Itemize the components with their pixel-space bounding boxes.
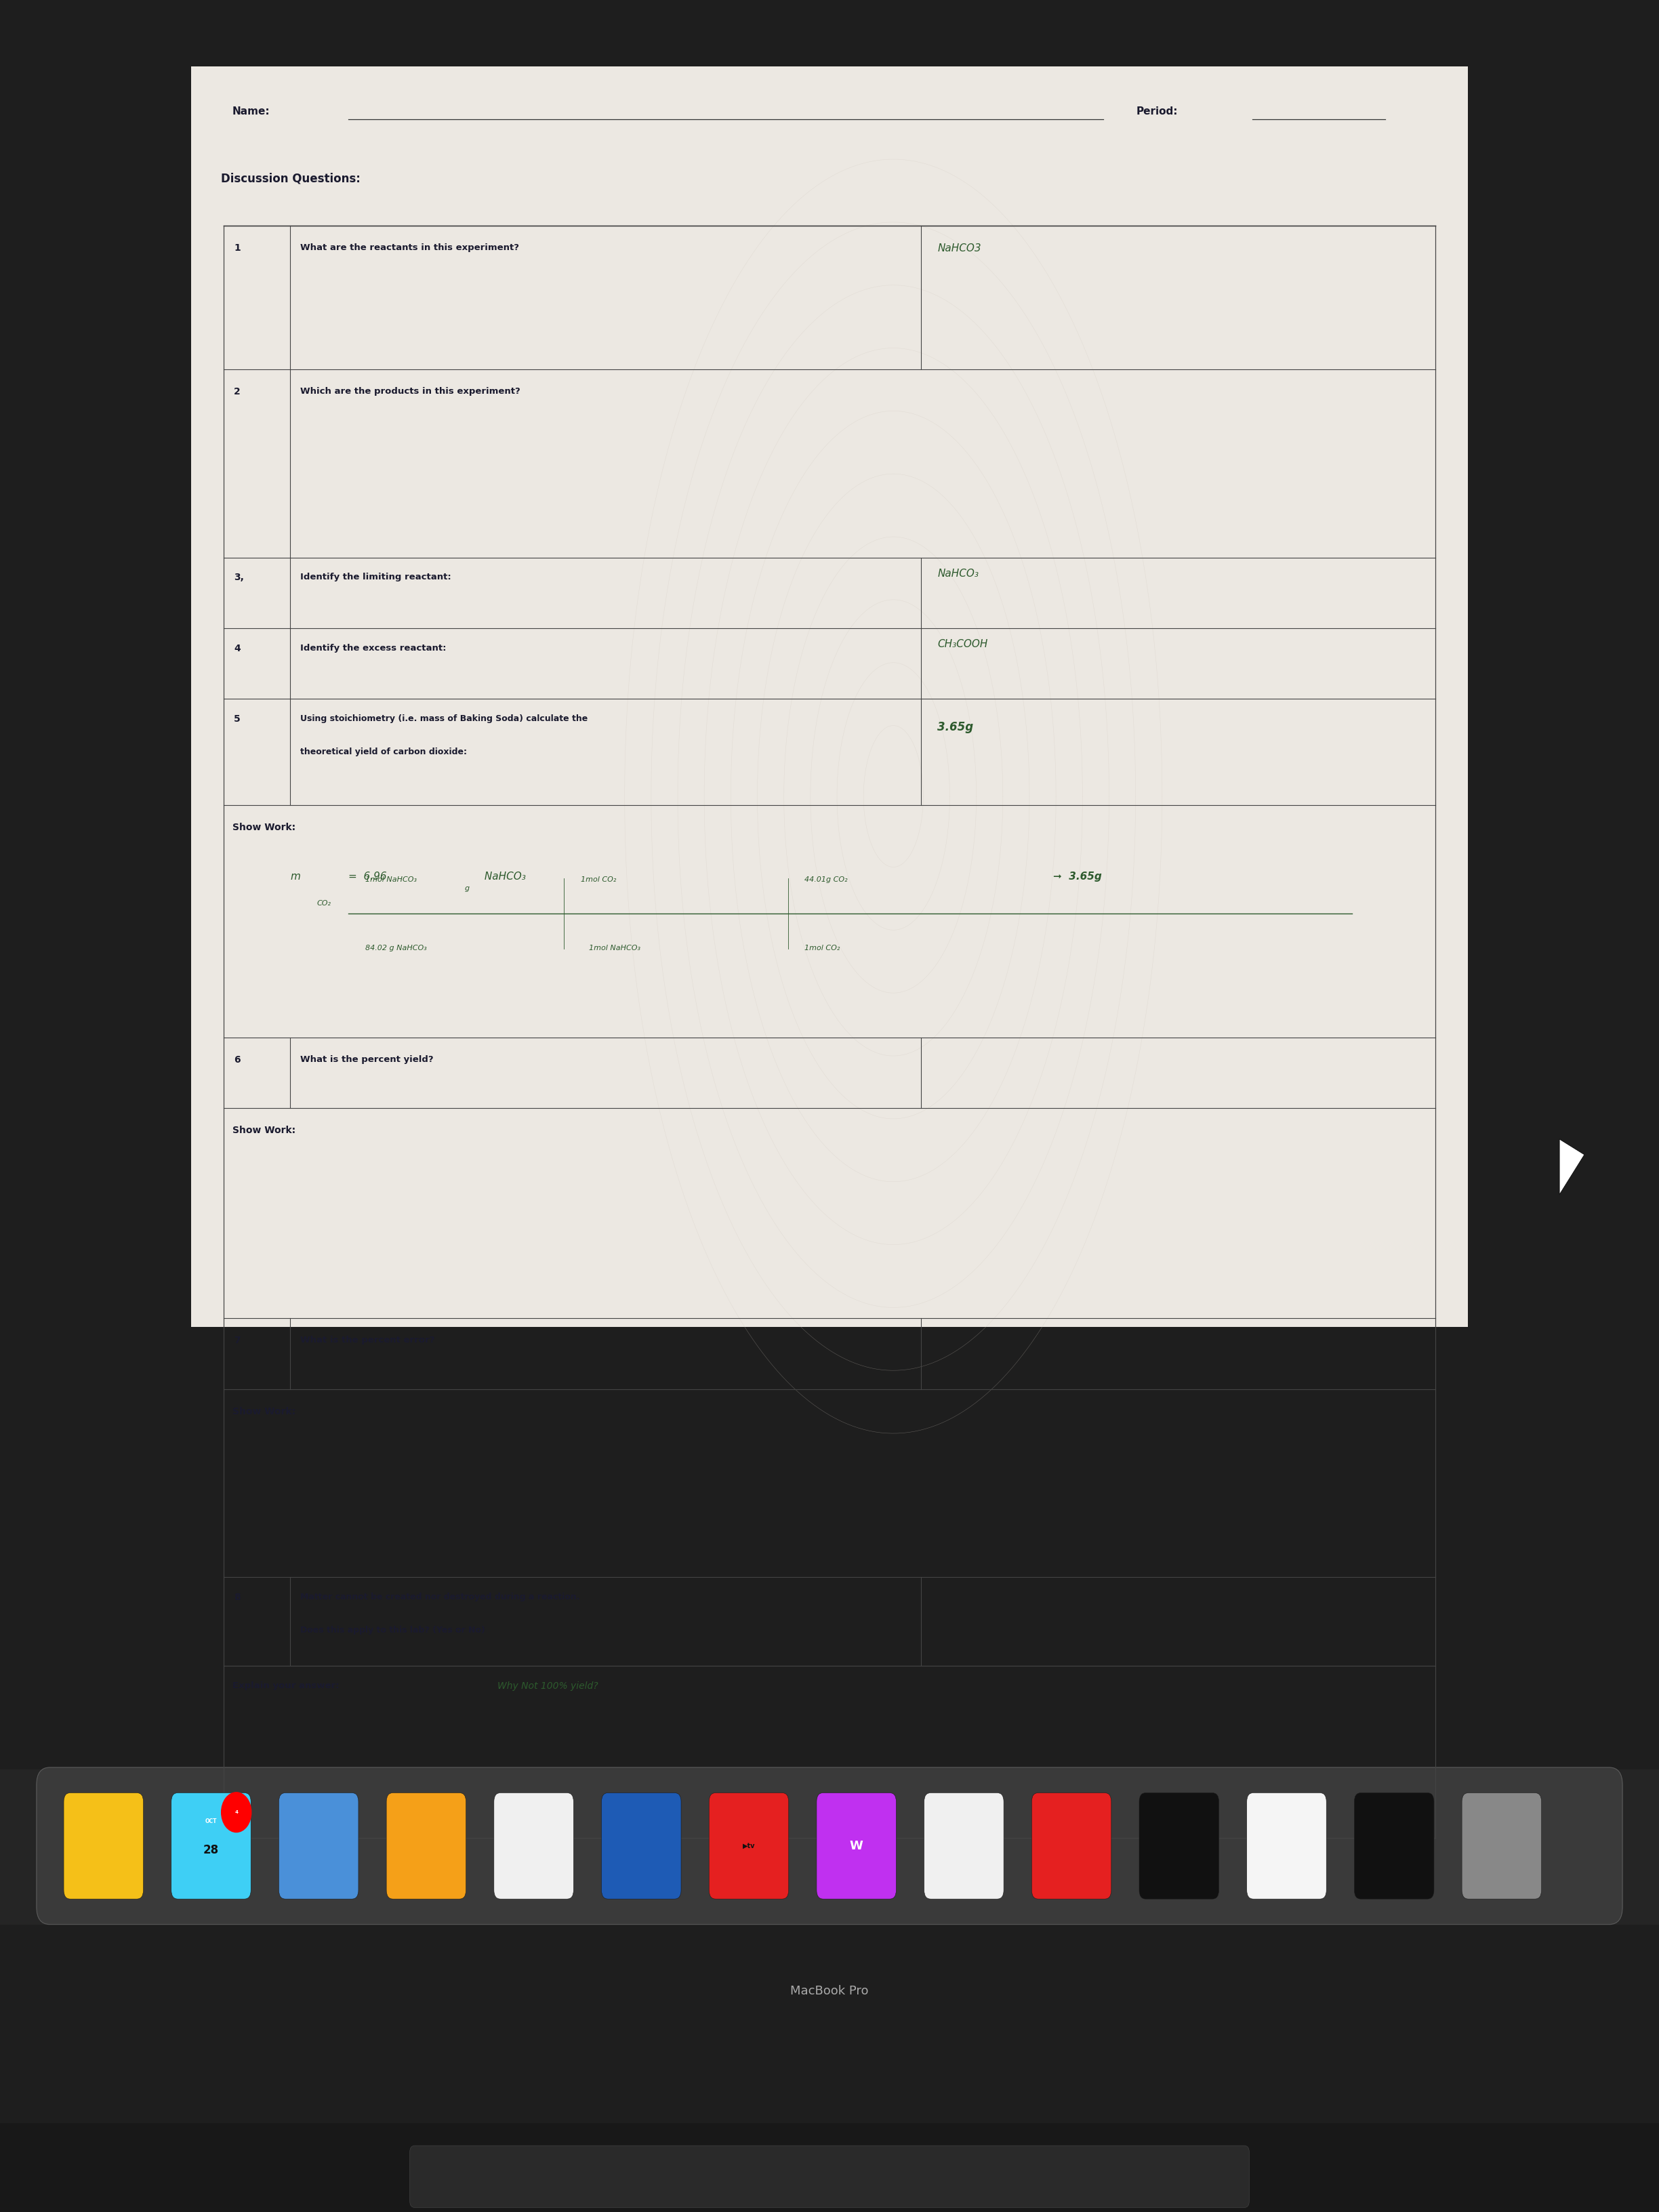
Text: Explain your answer:: Explain your answer: — [232, 1681, 338, 1690]
Text: 1: 1 — [234, 243, 241, 252]
Text: Does this apply to this lab? (Yes or No): Does this apply to this lab? (Yes or No) — [300, 1626, 484, 1635]
Text: What is the percent yield?: What is the percent yield? — [300, 1055, 433, 1064]
Text: What are the reactants in this experiment?: What are the reactants in this experimen… — [300, 243, 519, 252]
Text: NaHCO₃: NaHCO₃ — [481, 872, 526, 883]
FancyBboxPatch shape — [410, 2146, 1249, 2208]
Text: Show Work:: Show Work: — [232, 1126, 295, 1135]
Text: 5: 5 — [234, 714, 241, 723]
Text: 3,: 3, — [234, 573, 244, 582]
Text: 1mol CO₂: 1mol CO₂ — [805, 945, 839, 951]
FancyBboxPatch shape — [36, 1767, 1623, 1924]
Text: Using stoichiometry (i.e. mass of Baking Soda) calculate the: Using stoichiometry (i.e. mass of Baking… — [300, 714, 587, 723]
Text: 8: 8 — [234, 1593, 241, 1601]
Text: 7: 7 — [234, 1336, 241, 1345]
FancyBboxPatch shape — [0, 0, 166, 1371]
Text: =  6.96: = 6.96 — [348, 872, 387, 883]
FancyBboxPatch shape — [63, 1792, 143, 1898]
Text: Why Not 100% yield?: Why Not 100% yield? — [498, 1681, 599, 1690]
FancyBboxPatch shape — [0, 2124, 1659, 2212]
FancyBboxPatch shape — [494, 1792, 574, 1898]
Text: theoretical yield of carbon dioxide:: theoretical yield of carbon dioxide: — [300, 748, 466, 757]
Text: Identify the limiting reactant:: Identify the limiting reactant: — [300, 573, 451, 582]
Text: NaHCO3: NaHCO3 — [937, 243, 980, 254]
Text: 3.65g: 3.65g — [937, 721, 974, 734]
FancyBboxPatch shape — [816, 1792, 896, 1898]
Text: 84.02 g NaHCO₃: 84.02 g NaHCO₃ — [365, 945, 426, 951]
FancyBboxPatch shape — [171, 1792, 251, 1898]
Text: CO₂: CO₂ — [317, 900, 332, 907]
FancyBboxPatch shape — [708, 1792, 788, 1898]
Text: OCT: OCT — [206, 1818, 217, 1825]
Polygon shape — [1559, 1139, 1584, 1194]
FancyBboxPatch shape — [0, 1770, 1659, 1924]
Text: Which are the products in this experiment?: Which are the products in this experimen… — [300, 387, 521, 396]
Text: 4: 4 — [234, 644, 241, 653]
Text: What is the percent error?: What is the percent error? — [300, 1336, 435, 1345]
Text: NaHCO₃: NaHCO₃ — [937, 568, 979, 580]
Text: MacBook Pro: MacBook Pro — [790, 1984, 869, 1997]
Text: 1mol NaHCO₃: 1mol NaHCO₃ — [365, 876, 416, 883]
FancyBboxPatch shape — [191, 66, 1468, 1327]
Text: Show Work:: Show Work: — [232, 1407, 295, 1416]
FancyBboxPatch shape — [1032, 1792, 1112, 1898]
Text: W: W — [849, 1840, 863, 1851]
Text: ▶tv: ▶tv — [743, 1843, 755, 1849]
Text: 28: 28 — [204, 1845, 219, 1856]
Text: 2: 2 — [234, 387, 241, 396]
FancyBboxPatch shape — [1354, 1792, 1433, 1898]
Text: 1mol CO₂: 1mol CO₂ — [581, 876, 615, 883]
Text: 4: 4 — [234, 1809, 237, 1814]
Text: Name:: Name: — [232, 106, 270, 117]
Text: Period:: Period: — [1136, 106, 1178, 117]
Text: g: g — [465, 885, 469, 891]
Text: CH₃COOH: CH₃COOH — [937, 639, 987, 650]
Text: m: m — [290, 872, 300, 883]
Text: Discussion Questions:: Discussion Questions: — [221, 173, 360, 186]
FancyBboxPatch shape — [1462, 1792, 1541, 1898]
Text: Show Work:: Show Work: — [232, 823, 295, 832]
FancyBboxPatch shape — [1140, 1792, 1219, 1898]
Text: 1mol NaHCO₃: 1mol NaHCO₃ — [589, 945, 640, 951]
Text: 44.01g CO₂: 44.01g CO₂ — [805, 876, 848, 883]
FancyBboxPatch shape — [1248, 1792, 1327, 1898]
FancyBboxPatch shape — [602, 1792, 682, 1898]
FancyBboxPatch shape — [279, 1792, 358, 1898]
FancyBboxPatch shape — [924, 1792, 1004, 1898]
Text: ➞  3.65g: ➞ 3.65g — [1053, 872, 1102, 883]
Text: Identify the excess reactant:: Identify the excess reactant: — [300, 644, 446, 653]
Circle shape — [221, 1792, 251, 1832]
Text: Matter cannot be created nor destroyed during a reaction.: Matter cannot be created nor destroyed d… — [300, 1593, 581, 1601]
Text: 6: 6 — [234, 1055, 241, 1064]
FancyBboxPatch shape — [387, 1792, 466, 1898]
